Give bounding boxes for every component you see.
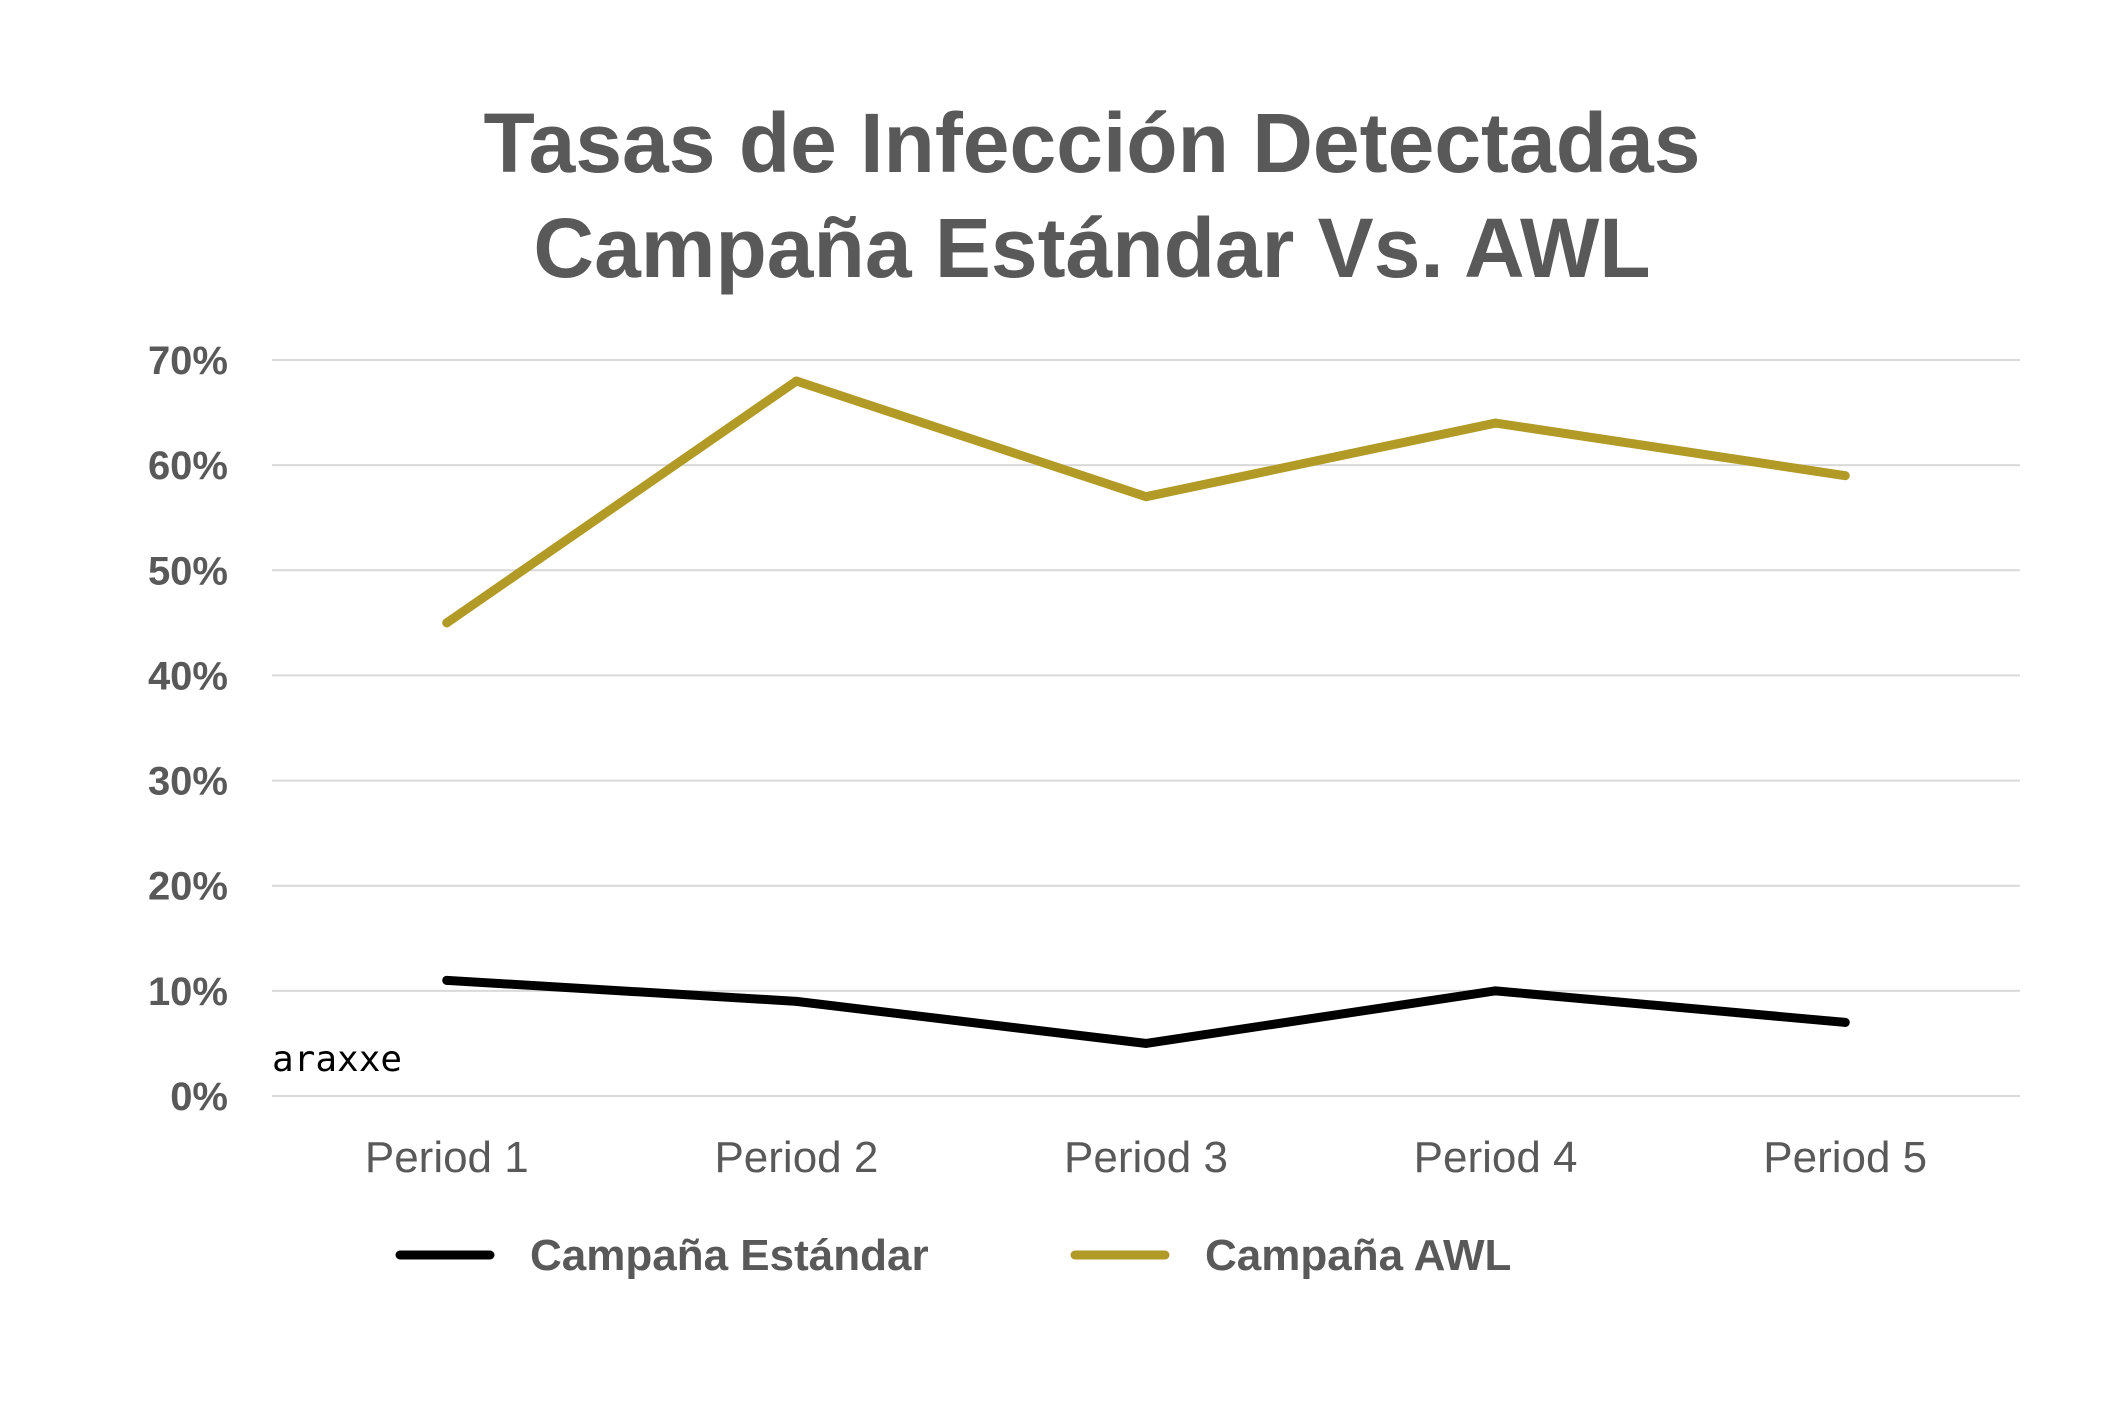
x-tick-label: Period 1 <box>365 1133 529 1182</box>
y-tick-label: 20% <box>148 865 228 909</box>
data-point <box>791 996 801 1006</box>
series-line <box>442 975 1850 1048</box>
series-2 <box>442 376 1850 628</box>
y-tick-label: 40% <box>148 654 228 698</box>
x-tick-label: Period 2 <box>714 1133 878 1182</box>
data-point <box>791 376 801 386</box>
data-point <box>442 618 452 628</box>
data-point <box>1491 418 1501 428</box>
data-point <box>1141 492 1151 502</box>
data-point <box>1491 986 1501 996</box>
legend-label: Campaña Estándar <box>530 1231 929 1280</box>
x-axis-tick-labels: Period 1 Period 2 Period 3 Period 4 Period 5 <box>365 1133 1927 1182</box>
series-line <box>442 376 1850 628</box>
y-tick-label: 60% <box>148 444 228 488</box>
chart-title-line-2: Campaña Estándar Vs. AWL <box>533 201 1650 295</box>
y-axis-tick-labels: 0% 10% 20% 30% 40% 50% 60% 70% <box>148 339 228 1119</box>
x-tick-label: Period 4 <box>1414 1133 1578 1182</box>
series-lines <box>442 376 1850 1048</box>
x-tick-label: Period 5 <box>1763 1133 1927 1182</box>
data-point <box>1840 471 1850 481</box>
y-tick-label: 70% <box>148 339 228 383</box>
chart-title: Tasas de Infección Detectadas Campaña Es… <box>484 96 1701 295</box>
y-tick-label: 0% <box>170 1075 228 1119</box>
x-tick-label: Period 3 <box>1064 1133 1228 1182</box>
y-tick-label: 50% <box>148 549 228 593</box>
y-tick-label: 30% <box>148 760 228 804</box>
legend: Campaña Estándar Campaña AWL <box>395 1231 1511 1280</box>
legend-item: Campaña Estándar <box>395 1231 929 1280</box>
data-point <box>1840 1017 1850 1027</box>
y-tick-label: 10% <box>148 970 228 1014</box>
legend-label: Campaña AWL <box>1205 1231 1511 1280</box>
series-1 <box>442 975 1850 1048</box>
chart-title-line-1: Tasas de Infección Detectadas <box>484 96 1701 190</box>
data-point <box>442 975 452 985</box>
araxxe-watermark: araxxe <box>272 1039 402 1080</box>
data-point <box>1141 1038 1151 1048</box>
legend-item: Campaña AWL <box>1070 1231 1511 1280</box>
